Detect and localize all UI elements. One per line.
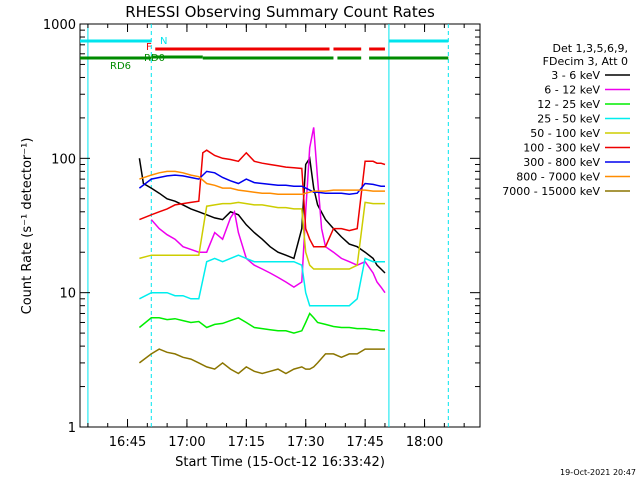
legend-header: FDecim 3, Att 0 (543, 55, 628, 68)
x-tick-label: 18:00 (406, 435, 443, 450)
legend-label-12-25-kev: 12 - 25 keV (537, 98, 600, 111)
series-lines (139, 127, 385, 373)
series-line-25-50-kev (139, 255, 385, 306)
x-axis-ticks: 16:45 17:00 17:15 17:30 17:45 18:00 (88, 24, 464, 450)
flag-label-n: N (160, 36, 167, 47)
legend-label-100-300-kev: 100 - 300 keV (523, 142, 600, 155)
y-tick-label: 1 (68, 421, 76, 436)
chart-title: RHESSI Observing Summary Count Rates (125, 3, 435, 21)
x-tick-label: 17:00 (168, 435, 205, 450)
legend-label-800-7000-kev: 800 - 7000 keV (516, 171, 600, 184)
x-tick-label: 17:45 (346, 435, 383, 450)
series-line-50-100-kev (139, 202, 385, 269)
series-line-12-25-kev (139, 314, 385, 334)
legend-label-300-800-kev: 300 - 800 keV (523, 156, 600, 169)
y-axis-label: Count Rate (s⁻¹ detector⁻¹) (20, 138, 35, 315)
flag-label-f: F (146, 42, 152, 53)
generated-date: 19-Oct-2021 20:47 (560, 468, 636, 477)
y-tick-label: 10 (59, 287, 76, 302)
x-tick-label: 16:45 (109, 435, 146, 450)
x-tick-label: 17:15 (228, 435, 265, 450)
series-line-100-300-kev (139, 150, 385, 247)
x-tick-label: 17:30 (287, 435, 324, 450)
legend-label-25-50-kev: 25 - 50 keV (537, 113, 600, 126)
legend-label-50-100-kev: 50 - 100 keV (530, 127, 600, 140)
series-line-300-800-kev (139, 171, 385, 194)
y-tick-label: 100 (51, 152, 76, 167)
rhessi-count-rate-chart: RHESSI Observing Summary Count Rates NFR… (0, 0, 640, 480)
legend-label-7000-15000-kev: 7000 - 15000 keV (502, 185, 600, 198)
vertical-marker-lines (88, 24, 448, 427)
plot-frame (80, 24, 480, 427)
legend-header: Det 1,3,5,6,9, (552, 42, 628, 55)
legend-label-3-6-kev: 3 - 6 keV (551, 69, 600, 82)
x-axis-label: Start Time (15-Oct-12 16:33:42) (175, 455, 385, 470)
flag-label-rd6: RD6 (110, 61, 131, 72)
series-line-7000-15000-kev (139, 349, 385, 373)
legend: Det 1,3,5,6,9,FDecim 3, Att 03 - 6 keV 6 … (502, 42, 630, 198)
legend-label-6-12-kev: 6 - 12 keV (544, 84, 600, 97)
y-tick-label: 1000 (43, 18, 76, 33)
